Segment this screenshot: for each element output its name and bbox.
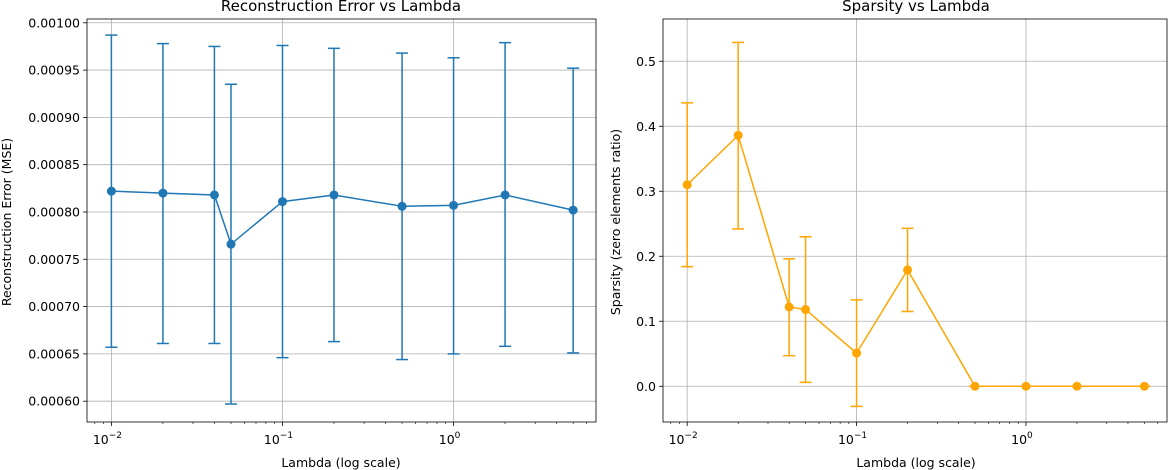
error-bars <box>105 34 580 405</box>
x-axis-label: Lambda (log scale) <box>856 455 975 470</box>
data-point <box>970 381 980 391</box>
x-tick-label: 10−1 <box>838 431 867 447</box>
y-tick-label: 0.00085 <box>28 157 80 172</box>
series-line <box>111 190 574 246</box>
y-tick-label: 0.00060 <box>28 394 80 409</box>
y-tick-label: 0.3 <box>636 184 656 199</box>
chart-title: Sparsity vs Lambda <box>842 0 990 15</box>
x-tick-label: 100 <box>439 431 461 447</box>
data-points <box>106 186 578 249</box>
data-point <box>682 180 692 190</box>
chart-title: Reconstruction Error vs Lambda <box>221 0 461 15</box>
data-points <box>682 130 1149 391</box>
y-axis-label: Reconstruction Error (MSE) <box>0 138 14 306</box>
plot-area-frame <box>662 18 1168 423</box>
y-tick-label: 0.00080 <box>28 204 80 219</box>
y-tick-label: 0.5 <box>636 54 656 69</box>
data-point <box>801 305 811 315</box>
data-point <box>449 200 459 210</box>
y-tick-label: 0.0 <box>636 379 656 394</box>
data-point <box>500 190 510 200</box>
x-axis-label: Lambda (log scale) <box>281 455 400 470</box>
sparsity-panel: Sparsity vs Lambda Lambda (log scale) Sp… <box>608 0 1168 470</box>
data-point <box>1072 381 1082 391</box>
y-tick-label: 0.00070 <box>28 299 80 314</box>
series-line <box>686 133 1145 387</box>
y-axis-label: Sparsity (zero elements ratio) <box>608 129 623 315</box>
data-point <box>397 201 407 211</box>
error-bars <box>681 41 1151 408</box>
data-point <box>568 205 578 215</box>
plot-area-frame <box>86 18 597 423</box>
data-point <box>209 190 219 200</box>
y-tick-label: 0.00095 <box>28 63 80 78</box>
y-tick-label: 0.00065 <box>28 346 80 361</box>
data-point <box>784 302 794 312</box>
data-point <box>106 186 116 196</box>
y-tick-label: 0.00100 <box>28 15 80 30</box>
y-tick-label: 0.00090 <box>28 110 80 125</box>
y-tick-label: 0.1 <box>636 314 656 329</box>
data-point <box>903 265 913 275</box>
x-tick-label: 100 <box>1011 431 1033 447</box>
data-point <box>852 348 862 358</box>
data-point <box>1139 381 1149 391</box>
reconstruction-error-panel: Reconstruction Error vs Lambda Lambda (l… <box>0 0 597 470</box>
data-point <box>226 239 236 249</box>
x-tick-label: 10−2 <box>93 431 122 447</box>
data-point <box>1021 381 1031 391</box>
y-tick-label: 0.4 <box>636 119 656 134</box>
data-point <box>277 197 287 207</box>
x-tick-label: 10−2 <box>669 431 698 447</box>
y-tick-label: 0.00075 <box>28 252 80 267</box>
data-point <box>733 130 743 140</box>
y-tick-label: 0.2 <box>636 249 656 264</box>
x-tick-label: 10−1 <box>264 431 293 447</box>
data-point <box>158 188 168 198</box>
data-point <box>329 190 339 200</box>
